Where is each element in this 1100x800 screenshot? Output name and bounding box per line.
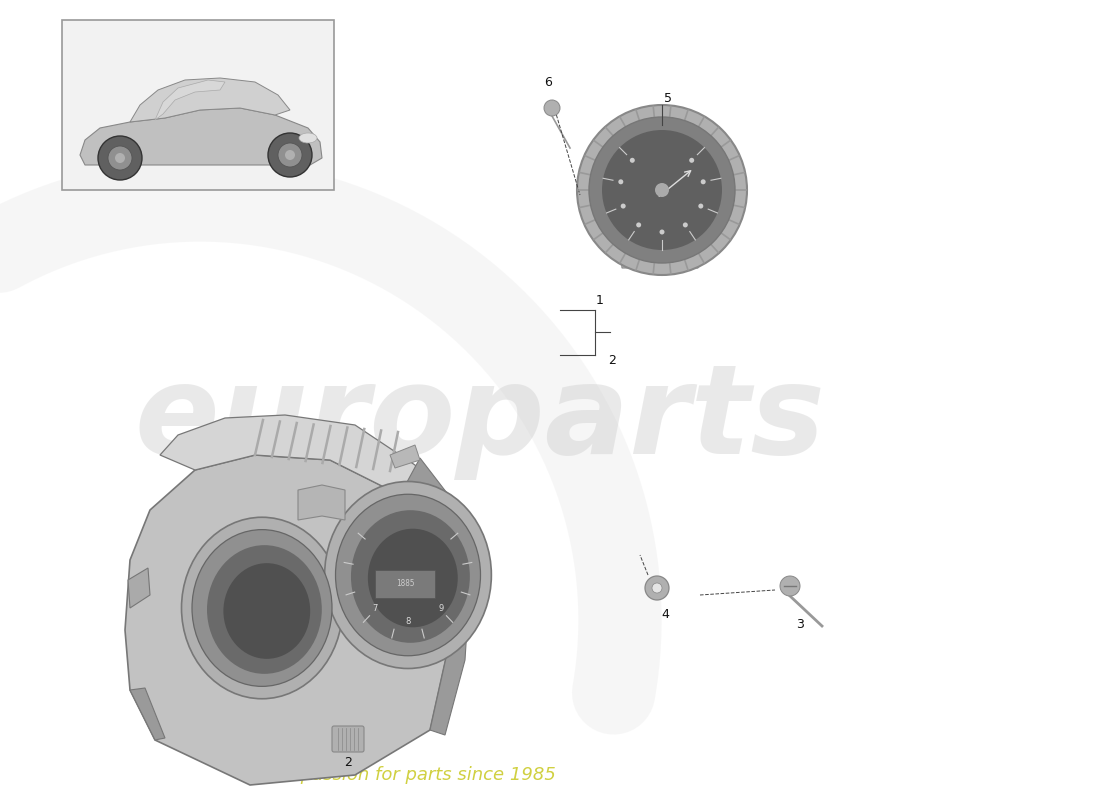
Ellipse shape [192,530,332,686]
Ellipse shape [367,529,458,627]
Text: 4: 4 [661,609,669,622]
Circle shape [588,117,735,263]
Polygon shape [130,78,290,122]
FancyBboxPatch shape [375,570,434,598]
Circle shape [660,230,664,234]
Circle shape [652,583,662,593]
Circle shape [618,179,624,184]
Ellipse shape [207,545,322,674]
Text: 3: 3 [796,618,804,631]
Polygon shape [128,568,150,608]
Polygon shape [620,248,700,268]
Text: 6: 6 [544,75,552,89]
Text: 2: 2 [608,354,616,366]
Circle shape [278,143,303,167]
Polygon shape [155,80,226,120]
FancyBboxPatch shape [332,726,364,752]
Circle shape [620,203,626,209]
Text: 2: 2 [344,755,352,769]
Text: 1885: 1885 [396,579,415,589]
Polygon shape [400,458,470,735]
Ellipse shape [336,494,481,656]
Circle shape [544,100,560,116]
Circle shape [698,203,703,209]
Text: 1: 1 [596,294,604,306]
Circle shape [578,105,747,275]
Text: europarts: europarts [134,359,825,481]
Circle shape [636,222,641,227]
Ellipse shape [223,563,310,659]
Circle shape [645,576,669,600]
Polygon shape [125,455,450,785]
Circle shape [602,130,722,250]
Circle shape [285,150,295,160]
Circle shape [701,179,706,184]
Text: 7: 7 [372,604,377,613]
Circle shape [690,158,694,163]
Text: a passion for parts since 1985: a passion for parts since 1985 [284,766,556,784]
Circle shape [630,158,635,163]
Ellipse shape [351,510,470,643]
Ellipse shape [324,482,492,669]
Circle shape [268,133,312,177]
FancyBboxPatch shape [62,20,334,190]
Text: 9: 9 [439,604,444,613]
Polygon shape [80,108,322,165]
Circle shape [654,183,669,197]
Circle shape [108,146,132,170]
Circle shape [98,136,142,180]
Circle shape [683,222,688,227]
Ellipse shape [182,518,342,698]
Circle shape [116,153,125,163]
Circle shape [780,576,800,596]
Text: 8: 8 [405,618,410,626]
Ellipse shape [299,133,317,143]
Polygon shape [390,445,420,468]
Polygon shape [298,485,345,520]
Polygon shape [130,688,165,740]
Polygon shape [160,415,446,560]
Text: 5: 5 [664,91,672,105]
